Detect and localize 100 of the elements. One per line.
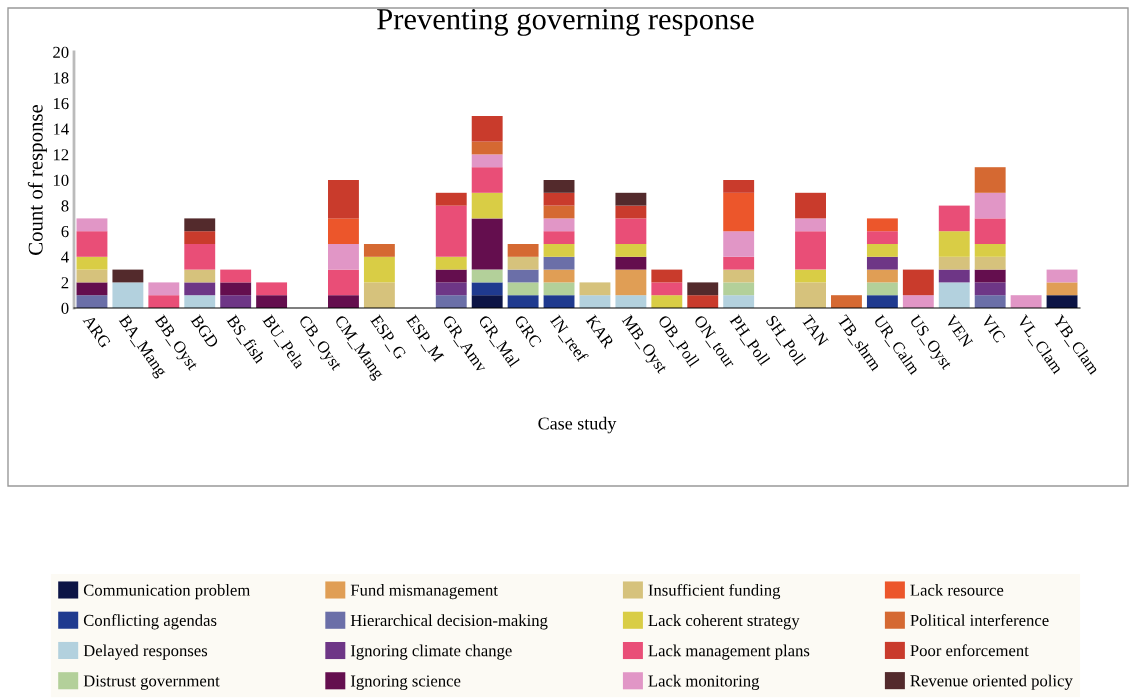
legend-label: Distrust government [83,675,220,690]
bar [543,231,575,244]
bar [974,244,1006,257]
y-tick-label: 16 [53,97,69,110]
bar [974,192,1006,219]
bar [866,295,898,308]
bar [112,282,144,308]
bar [543,295,575,308]
bar [435,256,467,270]
bar [76,269,108,283]
bar [723,282,755,296]
legend-label: Lack monitoring [648,674,760,690]
bar [543,205,575,219]
y-tick-label: 12 [53,149,69,161]
bar [363,244,395,257]
bar [615,295,647,308]
bar [76,218,108,232]
bar [184,231,216,244]
bar [723,231,755,257]
bar [938,231,970,257]
bar [471,269,503,283]
bar [543,282,575,296]
bar [76,282,108,296]
legend-label: Fund mismanagement [350,584,498,600]
bar [435,205,467,257]
bar [723,180,755,193]
bar [435,269,467,283]
bar [328,244,359,270]
bar [543,269,575,283]
bar [1046,295,1078,308]
bar [471,141,503,155]
legend-label: Delayed responses [83,644,208,660]
legend-label: Ignoring science [350,675,461,690]
bar [723,295,755,308]
bar [938,269,970,283]
bar [328,269,359,296]
bar [435,295,467,308]
y-tick-label: 2 [61,277,69,289]
bar [507,282,539,296]
bar [723,269,755,283]
legend-label: Ignoring climate change [350,644,512,660]
legend-label: Conflicting agendas [83,614,217,630]
bar [866,269,898,283]
y-tick-label: 4 [61,251,69,263]
bar [974,167,1006,193]
bar [471,295,503,308]
bar [795,282,826,308]
y-tick-label: 8 [61,200,69,212]
bar [435,192,467,206]
bar [328,218,359,244]
bar [543,244,575,257]
bar [615,269,647,296]
bar [866,244,898,257]
bar [543,192,575,206]
bar [974,218,1006,244]
bar [543,218,575,232]
bar [974,269,1006,283]
bar [471,192,503,219]
bar [974,282,1006,296]
bar [363,282,395,308]
y-tick-label: 20 [53,46,69,58]
legend-label: Communication problem [83,584,251,600]
bar [974,295,1006,308]
bar [328,295,359,308]
bar [866,231,898,244]
legend-label: Political interference [910,614,1049,626]
bar [795,231,826,270]
bar [866,256,898,270]
bar [148,295,180,308]
bar [795,192,826,219]
bar [76,256,108,270]
bar [974,256,1006,270]
bar [328,180,359,219]
chart-title: Preventing governing response [377,9,754,36]
bar [795,218,826,232]
bar [471,218,503,270]
bar [507,256,539,270]
bar [938,256,970,270]
bar [471,282,503,296]
bar [220,295,252,308]
bar [902,269,934,296]
bar [687,282,719,296]
bar [184,295,216,308]
y-axis-title: Count of response [27,104,47,255]
bar [615,218,647,244]
bar [615,256,647,270]
bar [723,192,755,232]
bar [795,269,826,283]
legend-label: Hierarchical decision-making [350,614,548,630]
y-tick-label: 14 [53,123,69,135]
bar [76,295,108,308]
bar [1046,269,1078,283]
legend-label: Revenue oriented policy [910,674,1073,690]
bar [866,282,898,296]
legend-label: Poor enforcement [910,644,1029,657]
bar [220,269,252,283]
bar [651,269,683,283]
bar [471,154,503,168]
bar [938,205,970,232]
legend-label: Insufficient funding [648,583,781,600]
